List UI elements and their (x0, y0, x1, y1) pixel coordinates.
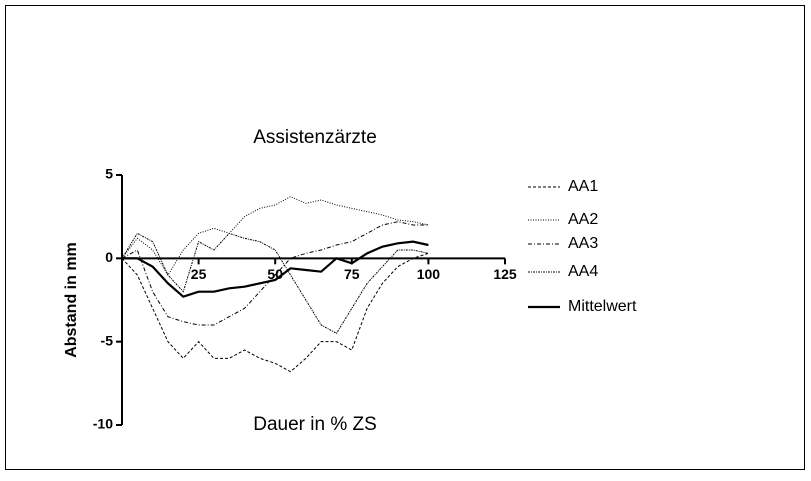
data-line (121, 221, 429, 326)
y-tick-label: 0 (105, 249, 113, 265)
data-line (122, 240, 429, 298)
x-tick-label: 125 (493, 266, 517, 282)
x-tick-label: 100 (417, 266, 441, 282)
y-axis-label: Abstand in mm (63, 242, 80, 358)
legend-label: Mittelwert (568, 298, 637, 315)
frame (5, 5, 805, 470)
y-tick-label: -5 (101, 332, 114, 348)
legend-label: AA3 (568, 235, 598, 252)
x-tick-label: 75 (344, 266, 360, 282)
legend-label: AA4 (568, 263, 598, 280)
y-tick-label: -10 (93, 416, 113, 432)
legend-label: AA2 (568, 211, 598, 228)
legend-label: AA1 (568, 178, 598, 195)
y-tick-label: 5 (105, 166, 113, 182)
chart-title: Assistenzärzte (253, 127, 377, 148)
x-tick-label: 25 (191, 266, 207, 282)
data-line (121, 232, 429, 334)
data-line (121, 252, 429, 373)
x-axis-label: Dauer in % ZS (253, 414, 377, 435)
